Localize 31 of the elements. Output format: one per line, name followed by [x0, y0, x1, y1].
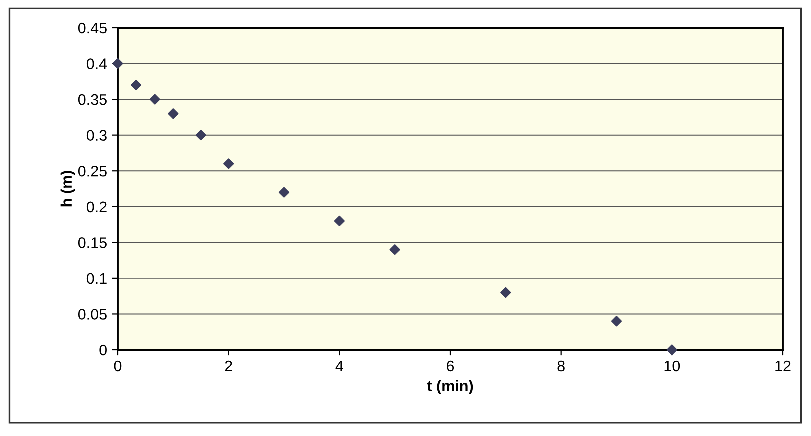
point	[666, 344, 678, 356]
y-tick-label: 0.4	[86, 58, 108, 70]
x-tick-label: 10	[664, 360, 680, 372]
y-tick-label: 0.35	[78, 94, 107, 106]
point	[224, 158, 234, 170]
x-tick-label: 4	[336, 360, 344, 372]
point	[112, 58, 124, 70]
y-tick-label: 0.25	[78, 166, 107, 177]
point	[390, 244, 400, 256]
y-tick-label: 0.1	[86, 273, 107, 284]
y-axis-title: h (m)	[60, 171, 76, 207]
x-tick-label: 0	[114, 360, 122, 372]
y-tick-label: 0.05	[78, 309, 107, 320]
x-tick-label: 12	[776, 360, 791, 372]
point	[150, 94, 160, 105]
x-tick-label: 2	[225, 360, 232, 372]
point	[500, 287, 512, 298]
y-tick-label: 0.2	[86, 202, 107, 213]
point	[611, 316, 622, 327]
point	[168, 108, 179, 120]
y-tick-label: 0.15	[78, 238, 107, 248]
x-tick-label: 8	[558, 360, 565, 372]
point	[334, 216, 345, 226]
y-tick-label: 0.3	[86, 130, 107, 142]
x-tick-label: 6	[447, 360, 454, 372]
y-tick-label: 0.45	[78, 22, 107, 34]
point	[130, 80, 142, 91]
y-tick-label: 0	[100, 344, 107, 356]
point	[278, 187, 290, 198]
x-axis-title: t (min)	[427, 380, 474, 394]
point	[196, 130, 206, 141]
